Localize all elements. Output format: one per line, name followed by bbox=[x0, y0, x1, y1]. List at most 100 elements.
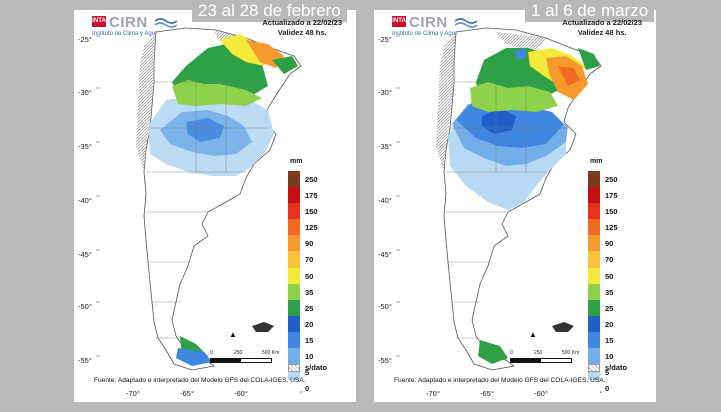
legend-label: 50 bbox=[605, 271, 614, 281]
scale-label: 250 bbox=[234, 350, 243, 356]
malvinas-islands bbox=[552, 322, 574, 332]
legend-item: 20 bbox=[288, 315, 348, 332]
legend-label: 150 bbox=[305, 207, 318, 217]
lat-label: -30° bbox=[378, 88, 392, 97]
update-info: Actualizado a 22/02/23 Validez 48 hs. bbox=[562, 18, 642, 38]
legend-label: 35 bbox=[605, 287, 614, 297]
legend-label: 15 bbox=[305, 335, 314, 345]
scale-label: 0 bbox=[510, 350, 513, 356]
nodata-hatch-north bbox=[496, 32, 546, 52]
legend-item: 175 bbox=[288, 187, 348, 204]
lat-label: -45° bbox=[78, 250, 92, 259]
legend-item: 20 bbox=[588, 315, 648, 332]
legend-item: 70 bbox=[588, 251, 648, 268]
legend-item: 35 bbox=[288, 283, 348, 300]
legend-swatch bbox=[588, 380, 600, 397]
legend-label: 10 bbox=[605, 352, 614, 362]
precip-zone-blue-center bbox=[514, 48, 528, 60]
legend-item: 25 bbox=[588, 299, 648, 316]
legend-item: 150 bbox=[288, 203, 348, 220]
scale-bar: 0 250 500 Km bbox=[210, 350, 290, 370]
precip-zone-green-ne bbox=[272, 56, 298, 74]
graticule bbox=[396, 35, 400, 357]
inta-logo-box: INTA bbox=[392, 16, 406, 27]
lat-label: -55° bbox=[378, 356, 392, 365]
nodata-hatch-west bbox=[436, 32, 456, 172]
legend-label: 125 bbox=[305, 223, 318, 233]
legend-swatch bbox=[588, 219, 600, 236]
precip-zone-light-green bbox=[470, 82, 558, 112]
legend-swatch bbox=[288, 331, 300, 349]
precip-zone-dark-orange bbox=[558, 66, 580, 86]
precip-zone-dark-blue bbox=[482, 108, 516, 134]
legend-label: 250 bbox=[305, 175, 318, 184]
lat-label: -25° bbox=[78, 35, 92, 44]
precip-zone-blue bbox=[186, 118, 224, 142]
legend-label: 15 bbox=[605, 335, 614, 345]
legend-item: 35 bbox=[588, 283, 648, 300]
legend-item: 175 bbox=[588, 187, 648, 204]
legend-label: 25 bbox=[305, 303, 314, 313]
legend-item: 90 bbox=[588, 235, 648, 252]
north-arrow-icon: ▲ bbox=[529, 330, 537, 339]
nodata-label: s/dato bbox=[605, 363, 628, 372]
lon-label: -65° bbox=[480, 389, 494, 398]
cirn-logo: INTA CIRN Instituto de Clima y Agua bbox=[92, 14, 202, 46]
updated-date: Actualizado a 22/02/23 bbox=[262, 18, 342, 27]
legend-swatch bbox=[588, 251, 600, 268]
province-borders bbox=[446, 81, 568, 339]
lat-label: -50° bbox=[78, 302, 92, 311]
legend-item: 0 bbox=[588, 380, 648, 397]
lat-label: -45° bbox=[378, 250, 392, 259]
cirn-logo-text: CIRN bbox=[109, 14, 148, 31]
legend-label: 0 bbox=[605, 384, 610, 394]
inta-logo-box: INTA bbox=[92, 16, 106, 27]
legend-swatch bbox=[288, 251, 300, 268]
legend-label: 50 bbox=[305, 271, 314, 281]
legend-swatch bbox=[588, 348, 600, 365]
precip-zone-south bbox=[478, 340, 508, 364]
legend-swatch bbox=[588, 267, 600, 284]
legend-label: 70 bbox=[305, 255, 314, 265]
legend-label: 5 bbox=[305, 368, 310, 378]
legend-item: 10 bbox=[288, 348, 348, 365]
legend-label: 70 bbox=[605, 255, 614, 265]
nodata-hatch-west bbox=[136, 32, 156, 172]
lat-label: -50° bbox=[378, 302, 392, 311]
legend-label: 25 bbox=[605, 303, 614, 313]
lon-label: -70° bbox=[126, 389, 140, 398]
legend-label: 175 bbox=[305, 191, 318, 201]
lon-label: -70° bbox=[426, 389, 440, 398]
legend-item: 125 bbox=[288, 219, 348, 236]
lon-label: -60° bbox=[234, 389, 248, 398]
legend-swatch bbox=[588, 187, 600, 204]
legend-swatch bbox=[288, 203, 300, 220]
legend-item: 0 bbox=[288, 380, 348, 397]
scale-line bbox=[210, 358, 272, 363]
scale-label: 250 bbox=[534, 350, 543, 356]
source-note: Fuente: Adaptado e interpretado del Mode… bbox=[394, 377, 606, 384]
scale-label: 500 Km bbox=[262, 350, 280, 356]
legend-item: 125 bbox=[588, 219, 648, 236]
precip-zone-light-green bbox=[172, 80, 262, 106]
legend-swatch bbox=[588, 171, 600, 188]
validity: Validez 48 hs. bbox=[577, 28, 627, 37]
scale-label: 500 Km bbox=[562, 350, 580, 356]
legend-swatch bbox=[288, 315, 300, 332]
legend-label: 20 bbox=[605, 319, 614, 329]
source-note: Fuente: Adaptado e interpretado del Mode… bbox=[94, 377, 306, 384]
province-borders bbox=[146, 81, 268, 339]
legend-swatch bbox=[288, 267, 300, 284]
precip-zone-green-ne bbox=[578, 48, 600, 70]
legend-swatch bbox=[288, 348, 300, 365]
legend-item: 250 bbox=[288, 171, 348, 188]
forecast-map-panel-1: 23 al 28 de febrero INTA CIRN Instituto … bbox=[74, 0, 356, 402]
legend-item: 15 bbox=[588, 331, 648, 349]
legend-swatch bbox=[588, 235, 600, 252]
waves-icon bbox=[155, 18, 177, 28]
lat-label: -55° bbox=[78, 356, 92, 365]
malvinas-islands bbox=[252, 322, 274, 332]
legend-item: 70 bbox=[288, 251, 348, 268]
validity: Validez 48 hs. bbox=[277, 28, 327, 37]
legend-swatch bbox=[588, 299, 600, 316]
